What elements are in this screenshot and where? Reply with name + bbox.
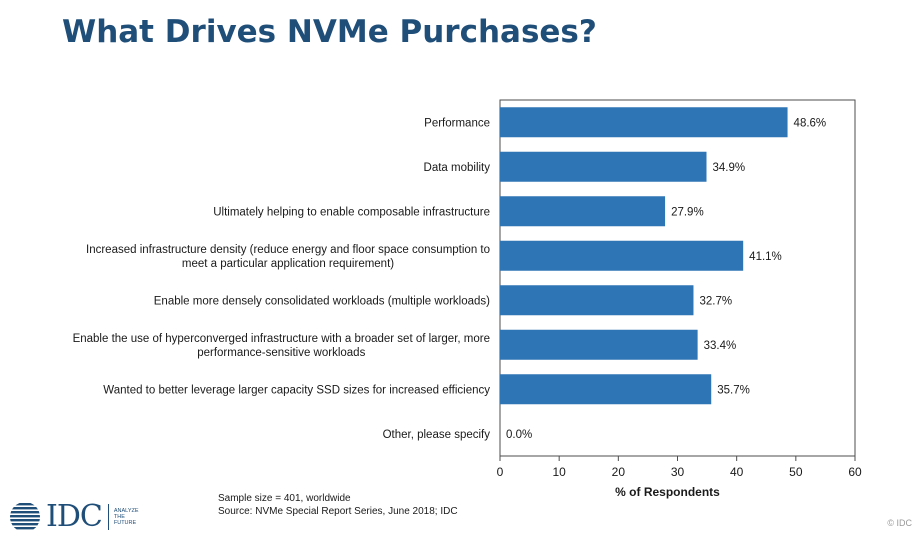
data-label: 35.7% <box>717 384 750 396</box>
category-label: meet a particular application requiremen… <box>182 258 394 270</box>
bar <box>500 196 666 227</box>
x-tick-label: 30 <box>671 465 685 479</box>
category-label: Data mobility <box>424 162 491 174</box>
sample-note: Sample size = 401, worldwide <box>218 493 351 504</box>
bar <box>500 240 744 271</box>
bar <box>500 107 788 138</box>
bar <box>500 329 698 360</box>
category-label: Enable the use of hyperconverged infrast… <box>73 333 490 345</box>
source-note: Source: NVMe Special Report Series, June… <box>218 506 458 517</box>
logo-divider <box>107 504 109 530</box>
data-label: 33.4% <box>704 340 737 352</box>
bar <box>500 151 707 182</box>
category-label: Performance <box>424 117 490 129</box>
copyright: © IDC <box>887 518 912 528</box>
x-tick-label: 40 <box>730 465 744 479</box>
data-label: 32.7% <box>699 295 732 307</box>
logo-tagline: ANALYZE THE FUTURE <box>113 508 139 526</box>
data-label: 27.9% <box>671 206 704 218</box>
category-label: Increased infrastructure density (reduce… <box>86 244 490 256</box>
category-label: Other, please specify <box>383 429 491 441</box>
x-axis-title: % of Respondents <box>615 485 720 499</box>
data-label: 34.9% <box>712 162 745 174</box>
bar <box>500 285 694 316</box>
category-label: Wanted to better leverage larger capacit… <box>103 384 490 396</box>
category-label: Enable more densely consolidated workloa… <box>154 295 490 307</box>
category-label: Ultimately helping to enable composable … <box>213 206 490 218</box>
x-tick-label: 10 <box>552 465 566 479</box>
idc-logo: IDC ANALYZE THE FUTURE <box>8 500 139 534</box>
x-tick-label: 20 <box>612 465 626 479</box>
data-label: 41.1% <box>749 251 782 263</box>
category-label: performance-sensitive workloads <box>197 347 365 359</box>
page-title: What Drives NVMe Purchases? <box>62 14 597 50</box>
x-tick-label: 0 <box>497 465 504 479</box>
bar <box>500 374 712 405</box>
x-tick-label: 60 <box>848 465 862 479</box>
data-label: 0.0% <box>506 429 532 441</box>
globe-icon <box>10 503 40 530</box>
data-label: 48.6% <box>794 117 827 129</box>
logo-wordmark: IDC <box>46 499 103 534</box>
x-tick-label: 50 <box>789 465 803 479</box>
